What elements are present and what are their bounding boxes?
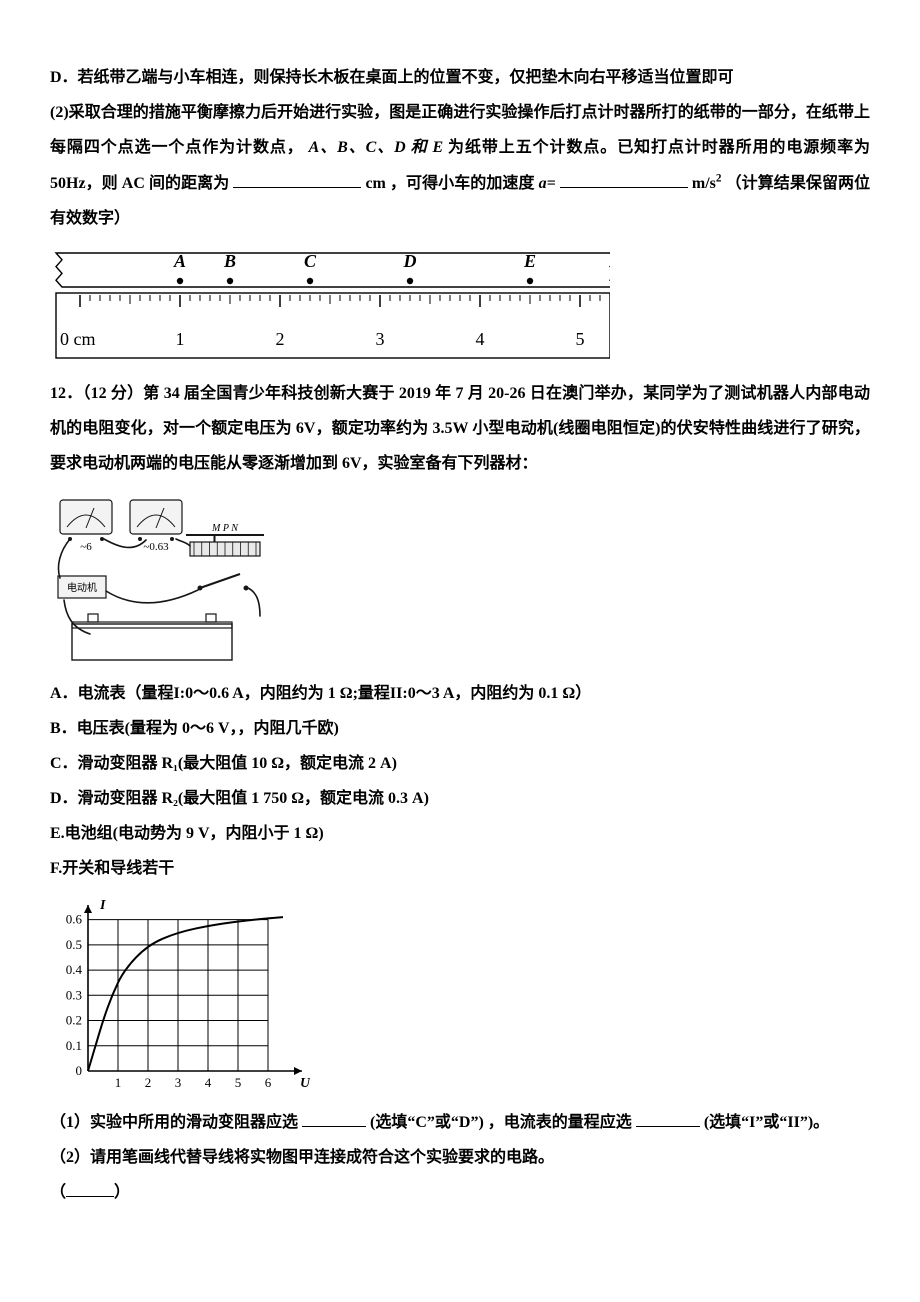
svg-text:0.4: 0.4: [66, 962, 83, 977]
q12-text: 第 34 届全国青少年科技创新大赛于 2019 年 7 月 20-26 日在澳门…: [50, 385, 870, 472]
q12-score: （12 分）: [82, 385, 143, 402]
svg-text:5: 5: [235, 1075, 242, 1090]
q12-num: 12．: [50, 385, 82, 402]
q2-points-inline: A、B、C、D 和 E: [309, 139, 443, 156]
svg-text:D: D: [403, 251, 417, 271]
iu-graph-figure: 0 0.1 0.2 0.3 0.4 0.5 0.6 1 2 3 4 5 6 I U: [50, 897, 870, 1097]
subq1-hint1: (选填“C”或“D”): [370, 1114, 484, 1131]
svg-text:I: I: [99, 898, 106, 913]
blank-acceleration[interactable]: [560, 168, 688, 187]
item-e: E.电池组(电动势为 9 V，内阻小于 1 Ω): [50, 816, 870, 851]
q2-mid2: ，可得小车的加速度: [390, 175, 539, 192]
sub-q1: （1）实验中所用的滑动变阻器应选 (选填“C”或“D”) ，电流表的量程应选 (…: [50, 1105, 870, 1140]
svg-text:0.6: 0.6: [66, 911, 83, 926]
item-f: F.开关和导线若干: [50, 851, 870, 886]
subq1-hint2: (选填“I”或“II”)。: [704, 1114, 829, 1131]
svg-text:4: 4: [205, 1075, 212, 1090]
svg-text:M P N: M P N: [211, 523, 239, 534]
subq1-mid: ，电流表的量程应选: [488, 1114, 636, 1131]
sub-q2: （2）请用笔画线代替导线将实物图甲连接成符合这个实验要求的电路。: [50, 1140, 870, 1175]
svg-text:1: 1: [115, 1075, 122, 1090]
blank-rheostat-choice[interactable]: [302, 1107, 366, 1126]
svg-text:2: 2: [145, 1075, 152, 1090]
svg-text:2: 2: [276, 329, 285, 349]
svg-text:C: C: [304, 251, 317, 271]
svg-text:3: 3: [376, 329, 385, 349]
blank-ac-distance[interactable]: [233, 168, 361, 187]
svg-text:0.2: 0.2: [66, 1012, 82, 1027]
item-d-2: D．滑动变阻器 R₂(最大阻值 1 750 Ω，额定电流 0.3 A): [50, 781, 870, 816]
svg-text:0.5: 0.5: [66, 936, 82, 951]
svg-text:0.3: 0.3: [66, 987, 82, 1002]
option-d-line: D．若纸带乙端与小车相连，则保持长木板在桌面上的位置不变，仅把垫木向右平移适当位…: [50, 60, 870, 95]
q2-unit2: m/s: [692, 175, 716, 192]
circuit-figure: ~6 ~0.63 M P N 电动机: [50, 496, 870, 666]
svg-text:0 cm: 0 cm: [60, 329, 96, 349]
q2-a-equals: a=: [539, 175, 556, 192]
q2-unit1: cm: [365, 175, 385, 192]
svg-text:1: 1: [176, 329, 185, 349]
svg-text:4: 4: [476, 329, 485, 349]
blank-ammeter-range[interactable]: [636, 1107, 700, 1126]
ruler-svg: A B C D E 0 cm 1 2 3 4 5: [50, 250, 610, 360]
svg-text:E: E: [523, 251, 536, 271]
svg-text:电动机: 电动机: [67, 581, 97, 594]
iu-graph-svg: 0 0.1 0.2 0.3 0.4 0.5 0.6 1 2 3 4 5 6 I U: [50, 897, 310, 1097]
subq1-prefix: （1）实验中所用的滑动变阻器应选: [50, 1114, 302, 1131]
svg-text:6: 6: [265, 1075, 272, 1090]
svg-text:0: 0: [76, 1063, 83, 1078]
svg-text:~6: ~6: [80, 541, 92, 553]
svg-text:3: 3: [175, 1075, 182, 1090]
paren-answer[interactable]: [66, 1179, 114, 1197]
paren-fill-line: （）: [50, 1175, 870, 1210]
item-c: C．滑动变阻器 R₁(最大阻值 10 Ω，额定电流 2 A): [50, 746, 870, 781]
svg-text:5: 5: [576, 329, 585, 349]
q2-paragraph: (2)采取合理的措施平衡摩擦力后开始进行实验，图是正确进行实验操作后打点计时器所…: [50, 95, 870, 236]
svg-text:B: B: [223, 251, 236, 271]
svg-text:0.1: 0.1: [66, 1037, 82, 1052]
svg-text:U: U: [300, 1076, 310, 1091]
ruler-figure: A B C D E 0 cm 1 2 3 4 5: [50, 250, 870, 360]
circuit-svg: ~6 ~0.63 M P N 电动机: [50, 496, 270, 666]
item-a: A．电流表（量程I:0～0.6 A，内阻约为 1 Ω;量程II:0～3 A，内阻…: [50, 676, 870, 711]
q12-header: 12．（12 分）第 34 届全国青少年科技创新大赛于 2019 年 7 月 2…: [50, 376, 870, 482]
q2-sup2: 2: [716, 172, 722, 184]
svg-text:A: A: [173, 251, 186, 271]
item-b: B．电压表(量程为 0～6 V，，内阻几千欧): [50, 711, 870, 746]
svg-text:~0.63: ~0.63: [143, 541, 169, 553]
